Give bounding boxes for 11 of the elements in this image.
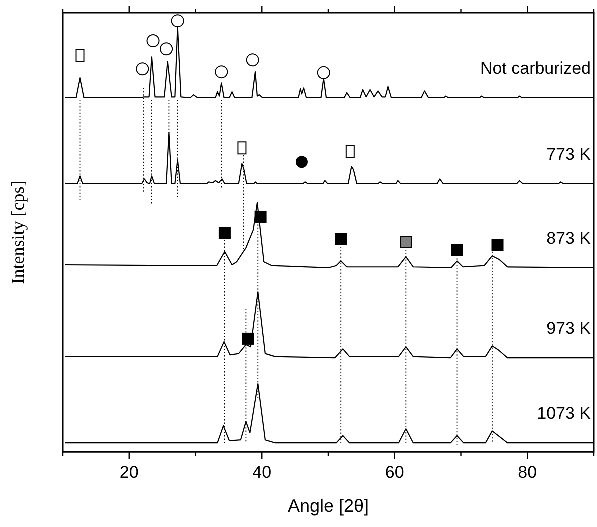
annotation: Not carburized	[480, 58, 591, 78]
annotation: 1073 K	[537, 404, 592, 424]
annotation: 873 K	[546, 228, 592, 248]
y-axis-title: Intensity [cps]	[8, 180, 28, 284]
annotation: 773 K	[546, 144, 592, 164]
x-axis-title: Angle [2θ]	[288, 496, 370, 516]
annotation: 973 K	[546, 319, 592, 338]
x-tick-label: 60	[385, 463, 404, 482]
x-tick-label: 20	[120, 463, 139, 482]
x-tick-label: 80	[518, 463, 538, 482]
x-tick-label: 40	[252, 463, 272, 482]
